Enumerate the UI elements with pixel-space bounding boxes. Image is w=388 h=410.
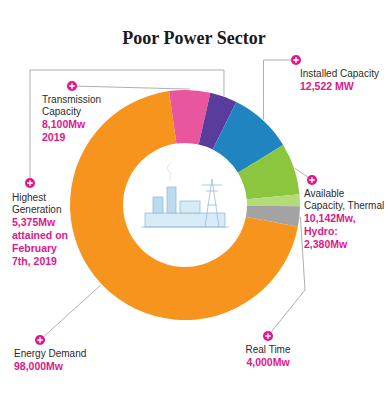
value-label: 2,380Mw xyxy=(304,238,386,251)
value-label: 5,375Mw xyxy=(12,216,74,229)
marker-plus xyxy=(293,57,299,63)
label: Available Capacity, Thermal10,142Mw,Hydr… xyxy=(304,188,386,251)
leader-line xyxy=(30,70,224,183)
slice xyxy=(70,91,298,320)
label: Highest Generation5,375Mwattained on Feb… xyxy=(12,192,74,268)
category-label: Available Capacity, Thermal xyxy=(304,188,386,212)
marker-plus xyxy=(265,333,271,339)
marker-plus xyxy=(309,177,315,183)
leader-line xyxy=(40,285,101,340)
marker xyxy=(291,55,301,65)
slice xyxy=(247,194,300,206)
slice xyxy=(238,145,300,199)
label: Installed Capacity12,522 MW xyxy=(300,68,386,93)
marker xyxy=(35,335,45,345)
marker-plus xyxy=(27,180,33,186)
slices xyxy=(70,90,300,320)
category-label: Transmission Capacity xyxy=(42,94,114,118)
label: Energy Demand98,000Mw xyxy=(14,348,124,373)
value-label: 12,522 MW xyxy=(300,80,386,93)
leader-line xyxy=(268,217,305,336)
marker xyxy=(263,331,273,341)
marker xyxy=(25,178,35,188)
label: Real Time4,000Mw xyxy=(233,344,303,369)
leader-line xyxy=(72,86,190,89)
value-label: 8,100Mw xyxy=(42,118,114,131)
annotation: attained on February 7th, 2019 xyxy=(12,229,74,268)
marker xyxy=(307,175,317,185)
title: Poor Power Sector xyxy=(0,28,388,49)
marker-plus xyxy=(69,83,75,89)
leaders xyxy=(30,60,312,340)
value-label: 4,000Mw xyxy=(233,356,303,369)
label: Transmission Capacity8,100Mw2019 xyxy=(42,94,114,144)
icon xyxy=(124,144,246,266)
marker-plus xyxy=(37,337,43,343)
leader-line xyxy=(263,60,296,120)
category-label: Energy Demand xyxy=(14,348,124,360)
value-label: 98,000Mw xyxy=(14,360,124,373)
value-label: 10,142Mw, xyxy=(304,212,386,225)
stage: Poor Power Sector Transmission Capacity8,… xyxy=(0,0,388,410)
markers xyxy=(25,55,317,345)
category-label: Real Time xyxy=(233,344,303,356)
category-label: Hydro: xyxy=(304,225,386,238)
category-label: Installed Capacity xyxy=(300,68,386,80)
category-label: Highest Generation xyxy=(12,192,74,216)
annotation: 2019 xyxy=(42,131,114,144)
marker xyxy=(67,81,77,91)
